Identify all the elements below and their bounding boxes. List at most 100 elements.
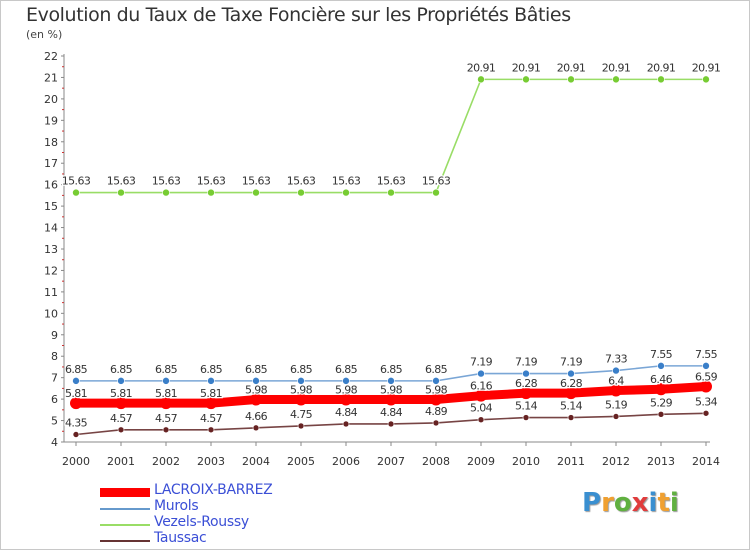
logo-letter: r xyxy=(601,488,614,518)
data-point xyxy=(432,188,440,197)
logo-letter: i xyxy=(648,488,658,518)
data-label: 5.81 xyxy=(65,387,87,400)
y-tick-label: 8 xyxy=(51,350,58,363)
legend-item-lacroix-barrez[interactable]: LACROIX-BARREZ xyxy=(98,482,358,500)
data-label: 5.98 xyxy=(290,384,313,397)
data-point xyxy=(72,377,80,385)
chart-subtitle: (en %) xyxy=(26,28,63,41)
proxiti-logo: Proxiti xyxy=(582,488,679,518)
data-point xyxy=(205,397,217,410)
y-tick-label: 5 xyxy=(51,415,58,428)
data-label: 4.57 xyxy=(110,412,133,425)
data-label: 15.63 xyxy=(197,175,226,188)
y-tick-label: 13 xyxy=(44,243,58,256)
data-label: 5.29 xyxy=(650,396,673,409)
data-point xyxy=(657,362,665,370)
data-point xyxy=(162,426,170,434)
legend-swatch-murols xyxy=(100,508,150,510)
data-label: 7.19 xyxy=(515,356,538,369)
data-point xyxy=(117,188,125,197)
logo-letter: P xyxy=(582,488,602,518)
data-point xyxy=(567,369,575,378)
y-tick-label: 9 xyxy=(51,329,58,342)
data-point xyxy=(475,389,487,402)
data-point xyxy=(297,422,305,430)
data-point xyxy=(295,393,307,406)
x-tick-label: 2000 xyxy=(62,455,90,468)
data-point xyxy=(655,383,667,396)
x-tick-label: 2001 xyxy=(107,455,135,468)
data-point xyxy=(702,75,710,84)
y-tick-label: 12 xyxy=(44,264,58,277)
data-label: 5.98 xyxy=(335,384,358,397)
data-label: 20.91 xyxy=(467,61,496,74)
data-point xyxy=(477,416,485,423)
legend-item-taussac[interactable]: Taussac xyxy=(98,530,358,548)
data-label: 5.34 xyxy=(695,395,718,408)
data-point xyxy=(162,377,170,385)
data-point xyxy=(522,75,530,84)
x-tick-label: 2011 xyxy=(557,455,585,468)
data-point xyxy=(522,414,530,421)
data-label: 7.19 xyxy=(470,356,493,369)
data-point xyxy=(477,75,485,84)
x-tick-label: 2003 xyxy=(197,455,225,468)
data-label: 15.63 xyxy=(287,175,316,188)
data-label: 15.63 xyxy=(422,175,451,188)
data-label: 4.84 xyxy=(380,406,403,419)
data-point xyxy=(297,377,305,385)
data-label: 20.91 xyxy=(692,61,721,74)
data-label: 5.98 xyxy=(380,384,403,397)
data-label: 5.98 xyxy=(425,384,448,397)
logo-letter: i xyxy=(669,488,679,518)
legend-swatch-taussac xyxy=(100,540,150,542)
legend-item-vezels-roussy[interactable]: Vezels-Roussy xyxy=(98,514,358,532)
data-label: 6.46 xyxy=(650,373,673,386)
legend-label-murols: Murols xyxy=(154,498,199,514)
data-label: 4.75 xyxy=(290,408,313,421)
data-point xyxy=(612,75,620,84)
y-tick-label: 10 xyxy=(44,307,58,320)
data-label: 6.85 xyxy=(65,363,88,376)
data-point xyxy=(612,413,620,420)
data-point xyxy=(657,411,665,418)
data-point xyxy=(432,419,440,427)
data-label: 5.14 xyxy=(515,400,538,413)
data-label: 6.85 xyxy=(425,363,448,376)
x-tick-label: 2005 xyxy=(287,455,315,468)
y-tick-label: 11 xyxy=(44,286,58,299)
data-label: 6.85 xyxy=(110,363,133,376)
data-point xyxy=(700,380,712,393)
data-label: 7.55 xyxy=(650,348,673,361)
y-tick-label: 15 xyxy=(44,200,58,213)
data-point xyxy=(702,409,710,417)
data-label: 4.84 xyxy=(335,406,358,419)
data-label: 6.28 xyxy=(515,377,538,390)
data-label: 4.57 xyxy=(155,412,178,425)
data-point xyxy=(565,387,577,400)
x-tick-label: 2010 xyxy=(512,455,540,468)
data-label: 20.91 xyxy=(512,61,541,74)
data-label: 15.63 xyxy=(242,175,271,188)
data-point xyxy=(117,426,125,434)
data-label: 6.85 xyxy=(335,363,358,376)
y-tick-label: 22 xyxy=(44,50,58,63)
logo-letter: o xyxy=(613,488,632,518)
legend-item-murols[interactable]: Murols xyxy=(98,498,358,516)
data-point xyxy=(702,362,710,370)
data-point xyxy=(250,393,262,406)
data-label: 5.19 xyxy=(605,398,628,411)
data-label: 4.35 xyxy=(65,416,88,429)
data-point xyxy=(430,393,442,406)
data-point xyxy=(342,188,350,197)
legend-label-lacroix-barrez: LACROIX-BARREZ xyxy=(154,482,273,498)
data-point xyxy=(252,377,260,385)
y-tick-label: 7 xyxy=(51,372,58,385)
data-point xyxy=(72,431,80,438)
data-label: 15.63 xyxy=(62,175,91,188)
data-label: 15.63 xyxy=(377,175,406,188)
data-point xyxy=(252,188,260,197)
x-tick-label: 2012 xyxy=(602,455,630,468)
data-point xyxy=(162,188,170,197)
